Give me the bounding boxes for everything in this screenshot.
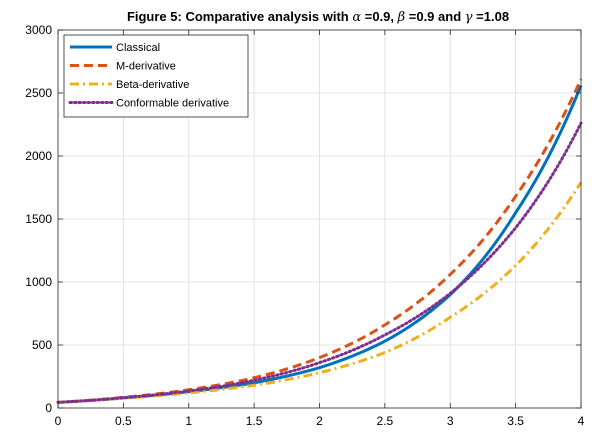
legend-label: M-derivative (116, 61, 176, 73)
axis-ticks: 0 0.5 1 1.5 2 2.5 3 3.5 4 0 500 1000 1500 2000 2500 300… (25, 23, 584, 428)
y-tick-label: 3000 (25, 23, 52, 37)
legend-label: Conformable derivative (116, 98, 229, 110)
series-line-beta-derivative (57, 181, 583, 404)
x-tick-label: 0.5 (115, 414, 132, 428)
x-tick-label: 3.5 (507, 414, 524, 428)
x-tick-label: 2.5 (377, 414, 394, 428)
series-line-conformable-derivative (56, 121, 583, 404)
x-tick-label: 1.5 (246, 414, 263, 428)
x-tick-label: 1 (185, 414, 192, 428)
y-tick-label: 1500 (25, 212, 52, 226)
y-tick-label: 2000 (25, 149, 52, 163)
y-tick-label: 2500 (25, 86, 52, 100)
y-tick-label: 500 (32, 338, 52, 352)
x-tick-label: 3 (447, 414, 454, 428)
legend-label: Classical (116, 42, 160, 54)
series-lines (56, 78, 583, 404)
x-tick-label: 4 (578, 414, 585, 428)
x-tick-label: 2 (316, 414, 323, 428)
x-tick-label: 0 (55, 414, 62, 428)
chart-title: Figure 5: Comparative analysis with α =0… (127, 9, 509, 25)
legend: Classical M-derivative Beta-derivative Conf… (63, 34, 249, 118)
y-tick-label: 0 (45, 401, 52, 415)
y-tick-label: 1000 (25, 275, 52, 289)
legend-label: Beta-derivative (116, 79, 189, 91)
